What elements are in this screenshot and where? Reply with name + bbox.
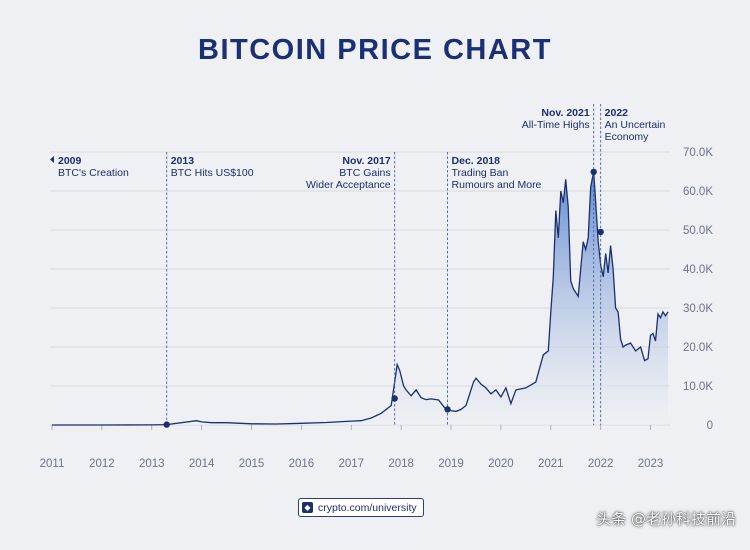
annotation-text: BTC's Creation <box>58 167 129 179</box>
annotation-text: Economy <box>605 131 650 143</box>
y-tick-label: 0 <box>707 420 713 432</box>
price-area <box>52 171 668 425</box>
event-marker <box>391 395 398 402</box>
event-marker <box>163 421 170 428</box>
x-tick-label: 2020 <box>488 458 514 470</box>
y-tick-label: 10.0K <box>683 381 713 393</box>
annotation-date: 2022 <box>605 107 629 119</box>
source-badge[interactable]: ◆ crypto.com/university <box>298 498 424 517</box>
annotation-text: An Uncertain <box>605 119 666 131</box>
y-axis-ticks: 0 10.0K 20.0K 30.0K 40.0K 50.0K 60.0K 70.0K <box>683 147 713 432</box>
x-tick-label: 2015 <box>239 458 265 470</box>
annotation-text: Rumours and More <box>452 179 542 191</box>
annotation-date: 2013 <box>171 155 195 167</box>
annotation-arrow-icon <box>50 156 54 163</box>
crypto-com-logo-icon: ◆ <box>302 502 313 513</box>
annotation-date: Nov. 2017 <box>342 155 390 167</box>
event-marker <box>597 228 604 236</box>
event-markers <box>163 168 604 428</box>
x-axis-ticks: 2011 2012 2013 2014 2015 2016 2017 2018 2019 2020… <box>40 425 664 470</box>
annotation-date: 2009 <box>58 155 82 167</box>
chart-title: BITCOIN PRICE CHART <box>198 34 552 66</box>
y-tick-label: 40.0K <box>683 264 713 276</box>
x-tick-label: 2023 <box>638 458 664 470</box>
x-tick-label: 2018 <box>388 458 414 470</box>
x-tick-label: 2014 <box>189 458 215 470</box>
x-tick-label: 2022 <box>588 458 614 470</box>
y-tick-label: 50.0K <box>683 225 713 237</box>
x-tick-label: 2012 <box>89 458 115 470</box>
x-tick-label: 2011 <box>40 458 65 470</box>
x-tick-label: 2017 <box>338 458 364 470</box>
event-marker <box>590 168 597 176</box>
watermark: 头条 @老孙科技前沿 <box>596 510 736 528</box>
y-tick-label: 70.0K <box>683 147 713 159</box>
annotation-date: Dec. 2018 <box>452 155 501 167</box>
x-tick-label: 2016 <box>289 458 315 470</box>
x-tick-label: 2013 <box>139 458 165 470</box>
source-text: crypto.com/university <box>318 501 417 514</box>
event-marker <box>444 406 451 413</box>
annotation-text: BTC Hits US$100 <box>171 167 254 179</box>
y-tick-label: 20.0K <box>683 342 713 354</box>
annotation-text: Trading Ban <box>452 167 509 179</box>
annotation-text: BTC Gains <box>339 167 390 179</box>
y-tick-label: 30.0K <box>683 303 713 315</box>
annotation-text: All-Time Highs <box>522 119 590 131</box>
x-tick-label: 2019 <box>438 458 464 470</box>
annotation-text: Wider Acceptance <box>306 179 391 191</box>
price-line <box>52 171 669 426</box>
x-tick-label: 2021 <box>538 458 564 470</box>
annotation-date: Nov. 2021 <box>541 107 589 119</box>
y-tick-label: 60.0K <box>683 186 713 198</box>
